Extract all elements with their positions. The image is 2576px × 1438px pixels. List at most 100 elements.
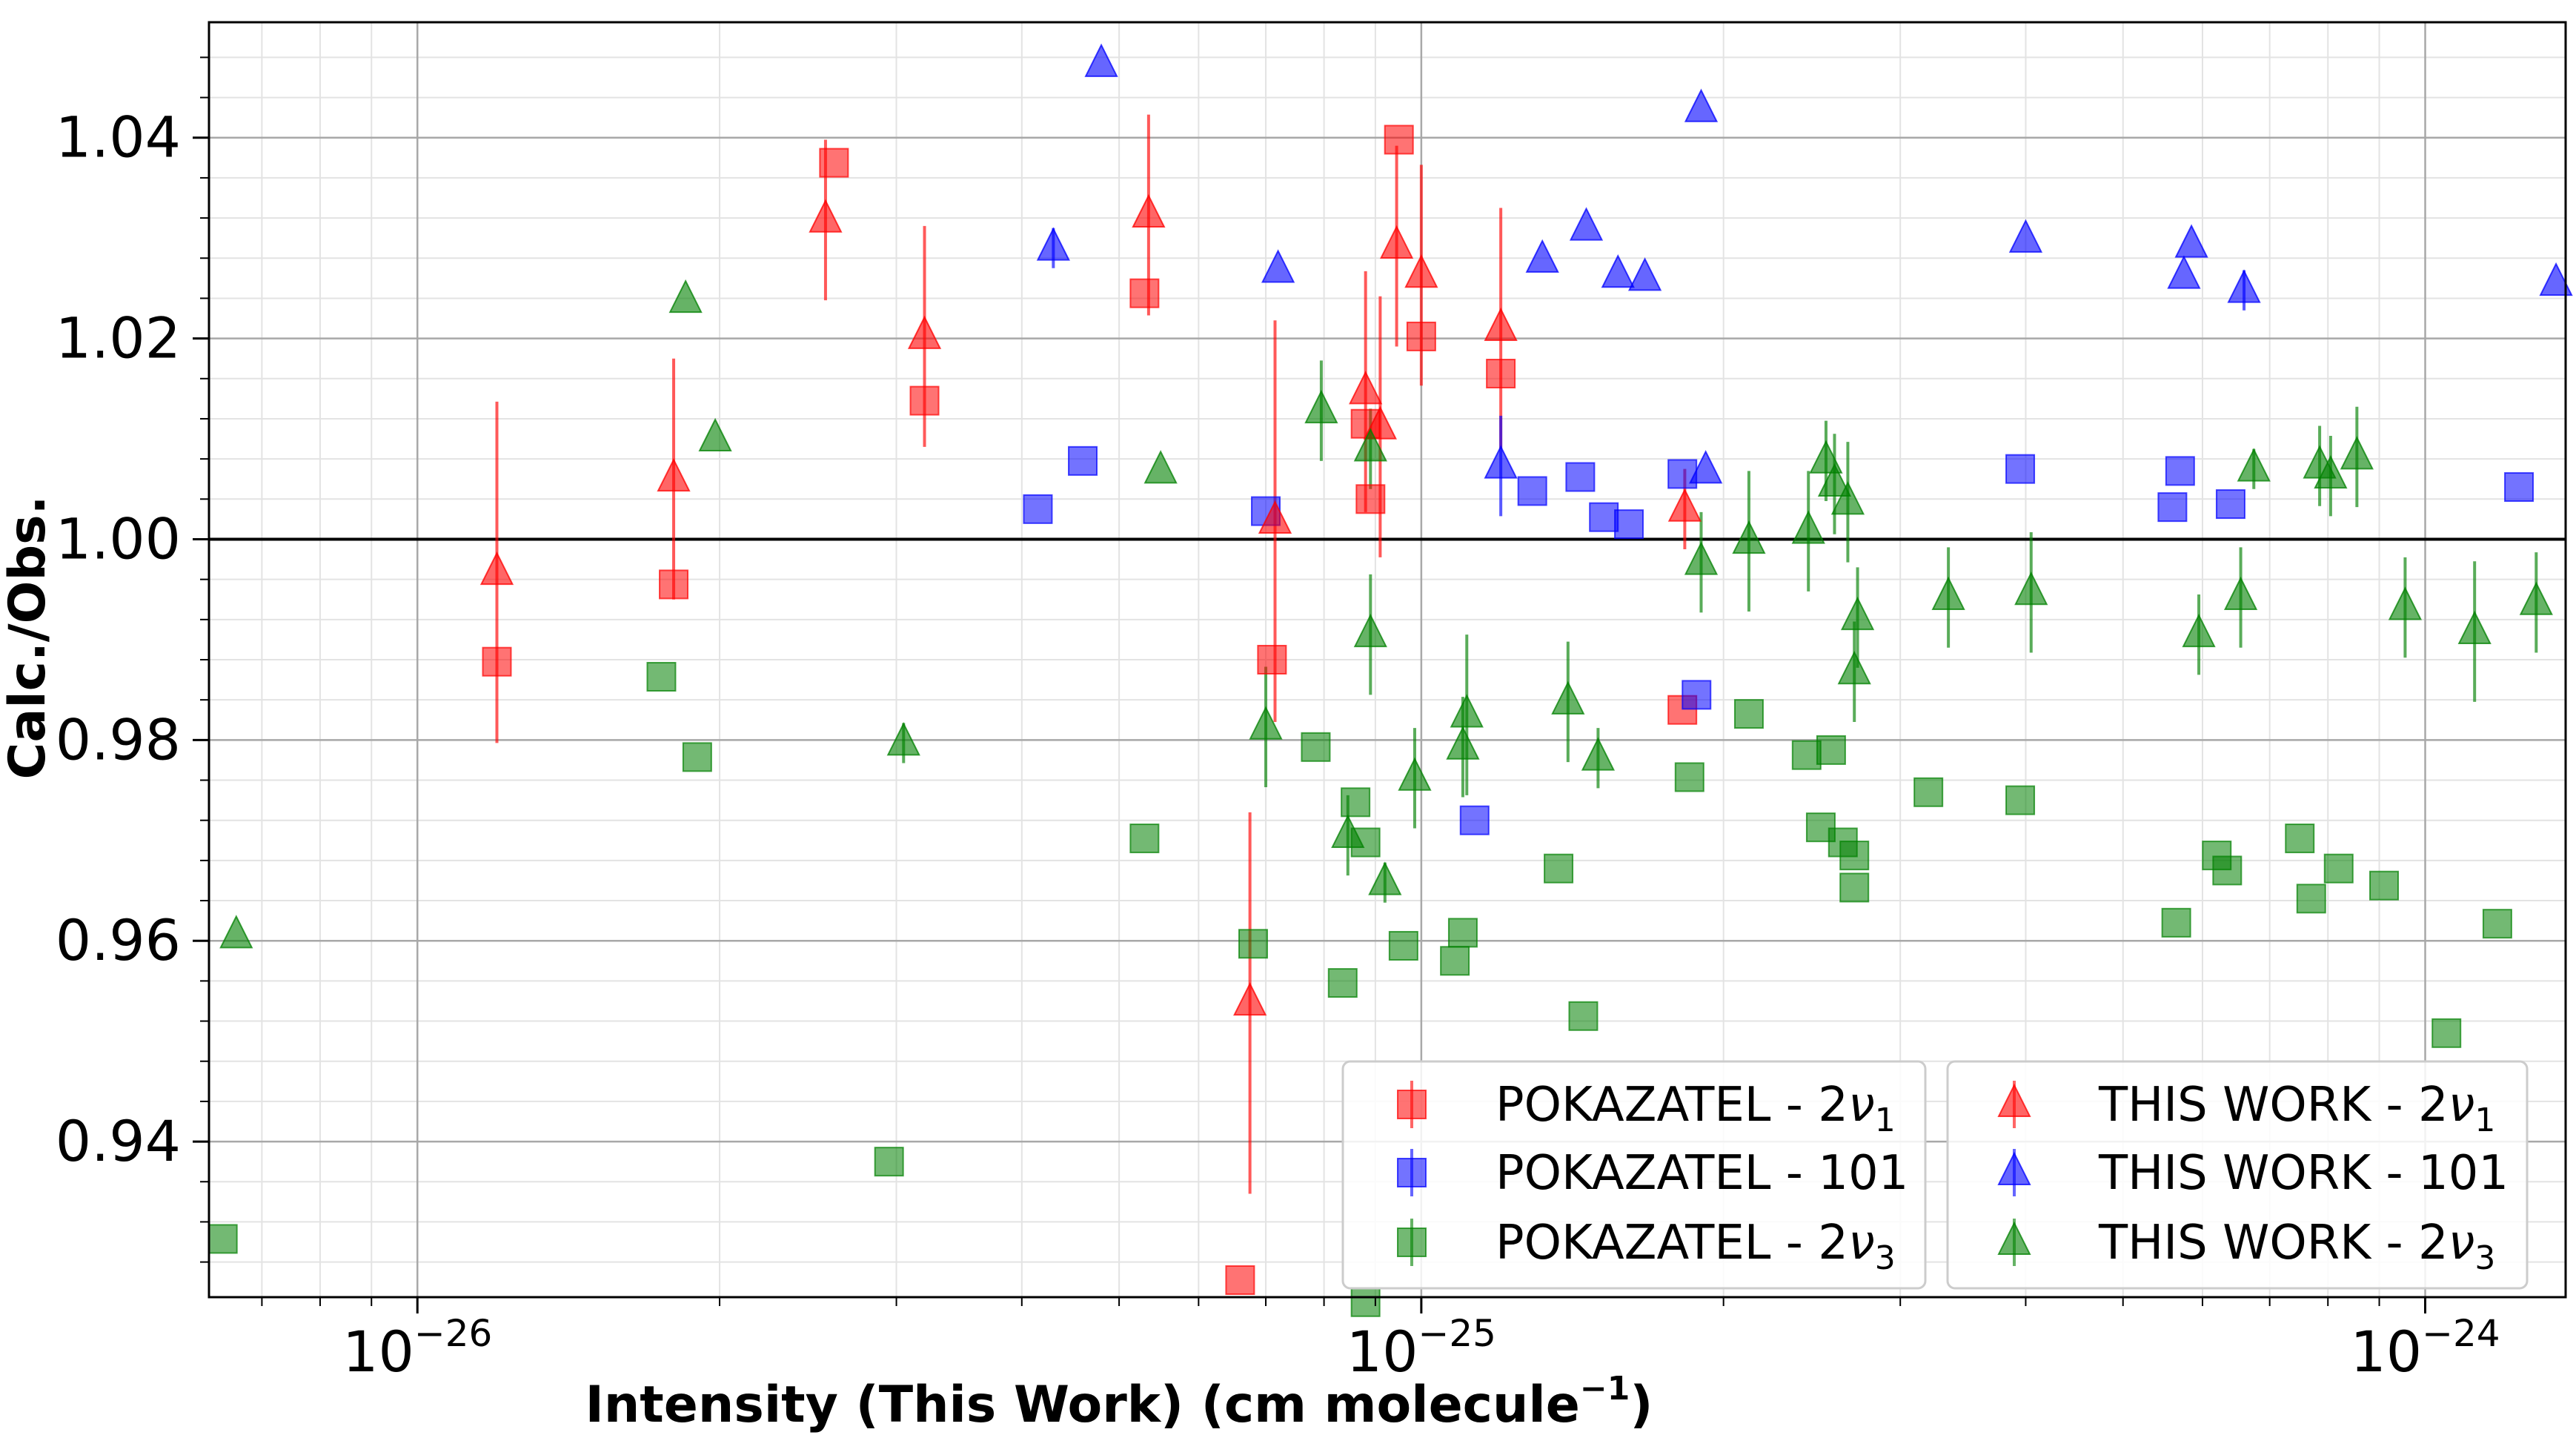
point-triangle [1249, 706, 1283, 740]
point-triangle [1601, 254, 1635, 288]
y-tick-label: 1.04 [56, 105, 181, 170]
point-square [1816, 735, 1846, 765]
point-square [1674, 762, 1704, 792]
legend-marker-square [1397, 1158, 1427, 1187]
point-triangle [1830, 481, 1865, 515]
x-tick-label: 10−25 [1347, 1312, 1496, 1385]
legend-marker-square [1397, 1090, 1427, 1119]
legend-label-main: POKAZATEL - 2 [1496, 1078, 1848, 1133]
point-square [2369, 870, 2400, 901]
point-triangle [1484, 445, 1518, 479]
legend-label-subscript: 3 [2474, 1239, 2495, 1277]
point-square [1388, 930, 1418, 961]
y-tick-label: 1.00 [56, 506, 181, 571]
legend-label: THIS WORK - 2ν3 [2098, 1216, 2495, 1277]
legend-label-nu: ν [2449, 1216, 2475, 1270]
legend-label: POKAZATEL - 2ν1 [1496, 1078, 1896, 1139]
point-triangle [698, 417, 732, 452]
point-triangle [1551, 680, 1585, 715]
point-triangle [1398, 757, 1432, 791]
point-triangle [1261, 249, 1295, 283]
legend-label-main: THIS WORK - 101 [2098, 1146, 2509, 1201]
point-square [1839, 841, 1870, 871]
point-triangle [1258, 500, 1292, 534]
point-square [2161, 907, 2191, 938]
point-square [2005, 785, 2036, 815]
point-triangle [1840, 596, 1875, 631]
point-square [1327, 968, 1358, 998]
point-triangle [2223, 576, 2258, 610]
point-triangle [809, 199, 843, 233]
data-points [208, 43, 2573, 1317]
point-square [2482, 909, 2512, 939]
point-square [2296, 884, 2326, 914]
point-square [1341, 787, 1371, 818]
point-square [1023, 494, 1053, 524]
legend-label-main: THIS WORK - 2 [2098, 1216, 2449, 1270]
point-square [1568, 1001, 1599, 1031]
legend-box-right [1946, 1060, 2529, 1290]
point-square [2212, 855, 2243, 886]
point-square [1301, 732, 1331, 762]
point-square [682, 742, 712, 772]
point-square [482, 646, 512, 677]
point-triangle [657, 457, 691, 492]
point-triangle [1581, 737, 1616, 771]
point-triangle [1363, 405, 1398, 440]
y-tick-label: 0.98 [56, 706, 181, 772]
point-square [2157, 492, 2188, 523]
point-triangle [1379, 225, 1414, 259]
point-triangle [907, 315, 942, 349]
point-triangle [2388, 586, 2423, 620]
x-tick-base: 10 [1347, 1319, 1418, 1385]
point-square [659, 569, 689, 600]
legend-label-nu: ν [1848, 1216, 1875, 1270]
point-triangle [1817, 463, 1852, 497]
x-tick-base: 10 [342, 1319, 414, 1385]
point-triangle [2314, 454, 2348, 489]
point-triangle [2237, 448, 2271, 482]
point-triangle [2227, 269, 2261, 303]
point-triangle [1349, 371, 1383, 405]
point-triangle [1331, 814, 1365, 848]
point-triangle [479, 551, 514, 586]
point-square [2285, 824, 2315, 854]
point-square [208, 1224, 238, 1254]
error-bars [495, 114, 2538, 1194]
point-square [646, 662, 677, 692]
point-square [1440, 946, 1470, 976]
point-square [1238, 929, 1268, 959]
point-triangle [219, 915, 253, 949]
point-triangle [2008, 219, 2043, 253]
point-triangle [2539, 262, 2573, 296]
point-square [1667, 459, 1698, 489]
point-square [1517, 476, 1547, 506]
point-triangle [1084, 43, 1118, 77]
point-triangle [1304, 389, 1338, 424]
point-square [1791, 740, 1822, 770]
point-triangle [2457, 610, 2492, 645]
point-triangle [1353, 613, 1387, 648]
point-triangle [1689, 450, 1723, 484]
point-square [1447, 918, 1478, 948]
legend-label: POKAZATEL - 101 [1496, 1146, 1908, 1201]
x-tick-exponent: −25 [1418, 1312, 1496, 1355]
point-triangle [1233, 981, 1267, 1016]
legend-label-nu: ν [1848, 1078, 1875, 1133]
point-triangle [1446, 726, 1480, 760]
legend-label-main: THIS WORK - 2 [2098, 1078, 2449, 1133]
point-square [1129, 278, 1160, 308]
point-triangle [1353, 428, 1387, 462]
point-square [1384, 125, 1414, 155]
axis-ticks [193, 56, 2427, 1313]
legend-label-subscript: 1 [2474, 1101, 2495, 1139]
point-triangle [886, 722, 920, 756]
point-triangle [1684, 88, 1719, 122]
legend-label-subscript: 3 [1875, 1239, 1896, 1277]
point-triangle [1143, 450, 1178, 484]
point-square [1565, 462, 1596, 492]
point-square [1486, 359, 1516, 389]
point-square [1257, 645, 1287, 675]
point-square [1406, 321, 1436, 351]
